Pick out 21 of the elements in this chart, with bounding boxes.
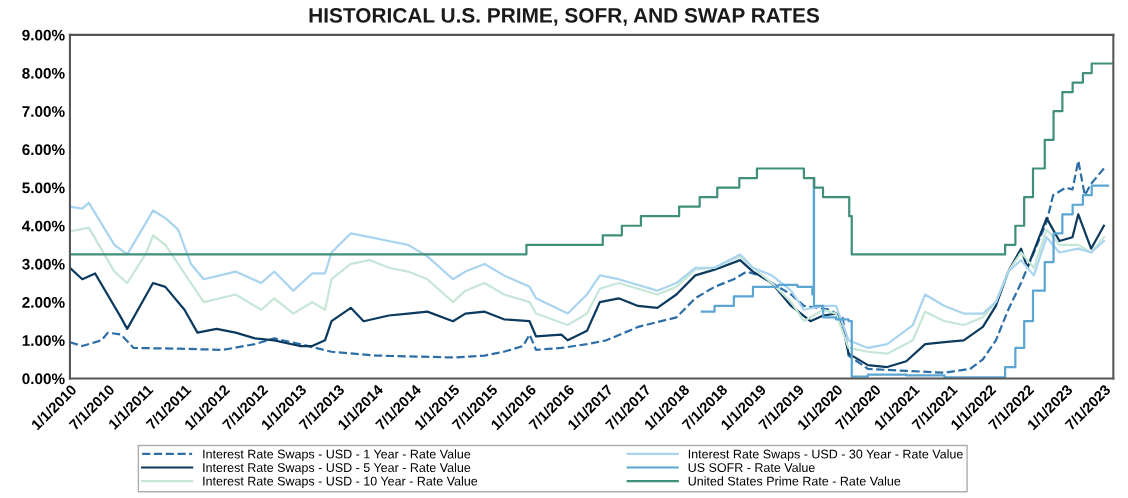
line-series: [69, 213, 1106, 369]
y-tick-label: 4.00%: [21, 220, 65, 232]
legend-label: United States Prime Rate - Rate Value: [688, 476, 901, 486]
chart-title: HISTORICAL U.S. PRIME, SOFR, AND SWAP RATES: [309, 8, 820, 26]
line-series: [69, 226, 1106, 355]
y-tick-label: 2.00%: [22, 296, 65, 308]
y-tick-label: 6.00%: [22, 144, 65, 156]
y-tick-label: 5.00%: [22, 182, 65, 194]
y-tick-label: 8.00%: [22, 67, 65, 79]
legend-label: US SOFR - Rate Value: [688, 462, 815, 472]
legend-label: Interest Rate Swaps - USD - 10 Year - Rate Value: [203, 476, 478, 488]
line-series: [69, 159, 1106, 374]
legend-label: Interest Rate Swaps - USD - 1 Year - Rate Value: [203, 449, 471, 461]
y-tick-label: 3.00%: [22, 258, 65, 270]
y-tick-label: 0.00%: [22, 373, 65, 385]
legend-label: Interest Rate Swaps - USD - 5 Year - Rate Value: [203, 462, 471, 475]
y-tick-label: 7.00%: [22, 106, 65, 117]
y-tick-label: 9.00%: [22, 29, 65, 41]
line-series: [69, 201, 1106, 350]
legend-label: Interest Rate Swaps - USD - 30 Year - Rate Value: [688, 449, 963, 461]
y-tick-label: 1.00%: [22, 335, 65, 346]
